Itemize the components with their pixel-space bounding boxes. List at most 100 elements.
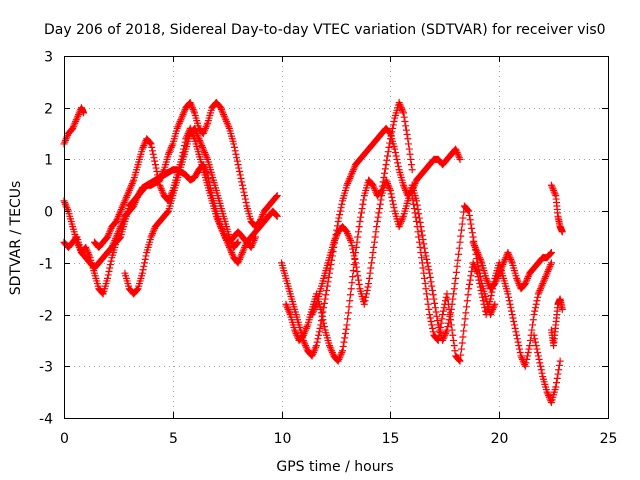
data-point [282,300,290,308]
data-point [477,257,485,265]
data-point [180,107,188,115]
data-point [310,348,318,356]
data-point [115,211,123,219]
data-point [234,161,242,169]
data-point [486,295,494,303]
data-point [452,268,460,276]
data-point [308,352,316,360]
data-point [344,309,352,317]
data-point [249,238,257,246]
data-point [237,252,245,260]
data-point [223,119,231,127]
data-point [239,247,247,255]
data-point [70,121,78,129]
data-point [535,355,543,363]
data-point [318,312,326,320]
data-point [433,312,441,320]
data-point [62,202,70,210]
data-point [445,305,453,313]
data-point [339,342,347,350]
data-point [74,112,82,120]
data-point [201,124,209,132]
data-point [545,266,553,274]
axis-ticks: 0 5 10 15 20 25 -4 -3 -2 -1 0 1 2 3 [39,50,617,448]
data-point [409,196,417,204]
data-point [383,152,391,160]
data-point [476,283,484,291]
data-point [362,293,370,301]
data-point [467,220,475,228]
data-point [242,199,250,207]
data-point [371,233,379,241]
data-point [367,264,375,272]
data-point [344,231,352,239]
y-tick-label: 2 [44,102,53,118]
data-point [399,109,407,117]
data-point [540,276,548,284]
data-point [112,233,120,241]
data-point [117,221,125,229]
data-point [299,331,307,339]
data-point [447,316,455,324]
data-point [222,116,230,124]
data-point [167,145,175,153]
data-point [156,183,164,191]
data-point [192,128,200,136]
data-point [429,291,437,299]
data-point [240,245,248,253]
data-point [395,99,403,107]
data-point [75,243,83,251]
data-point [531,335,539,343]
data-point [369,181,377,189]
data-point [457,351,465,359]
data-point [292,330,300,338]
data-point [451,347,459,355]
data-point [415,238,423,246]
data-point [418,254,426,262]
data-point [248,242,256,250]
data-point [151,157,159,165]
data-point [450,290,458,298]
data-point [302,324,310,332]
data-point [314,335,322,343]
data-point [330,238,338,246]
data-point [120,199,128,207]
data-point [333,231,341,239]
data-point [455,152,463,160]
data-point [332,233,340,241]
data-point [475,276,483,284]
data-point [539,280,547,288]
data-point [133,286,141,294]
data-point [84,249,92,257]
data-point [148,143,156,151]
data-point [175,119,183,127]
data-point [214,217,222,225]
data-point [400,183,408,191]
data-point [396,221,404,229]
data-point [140,142,148,150]
data-point [534,352,542,360]
data-point [532,300,540,308]
data-point [216,221,224,229]
data-point [434,336,442,344]
data-point [147,140,155,148]
data-point [351,255,359,263]
data-point [505,293,513,301]
data-point [426,314,434,322]
data-point [202,123,210,131]
data-point [427,317,435,325]
data-point [457,345,465,353]
data-point [387,131,395,139]
data-point [385,183,393,191]
data-point [419,236,427,244]
data-point [198,142,206,150]
data-point [165,149,173,157]
data-point [440,304,448,312]
data-point [458,339,466,347]
data-point [283,302,291,310]
data-point [413,217,421,225]
data-point [164,150,172,158]
data-point [545,264,553,272]
data-point [477,286,485,294]
